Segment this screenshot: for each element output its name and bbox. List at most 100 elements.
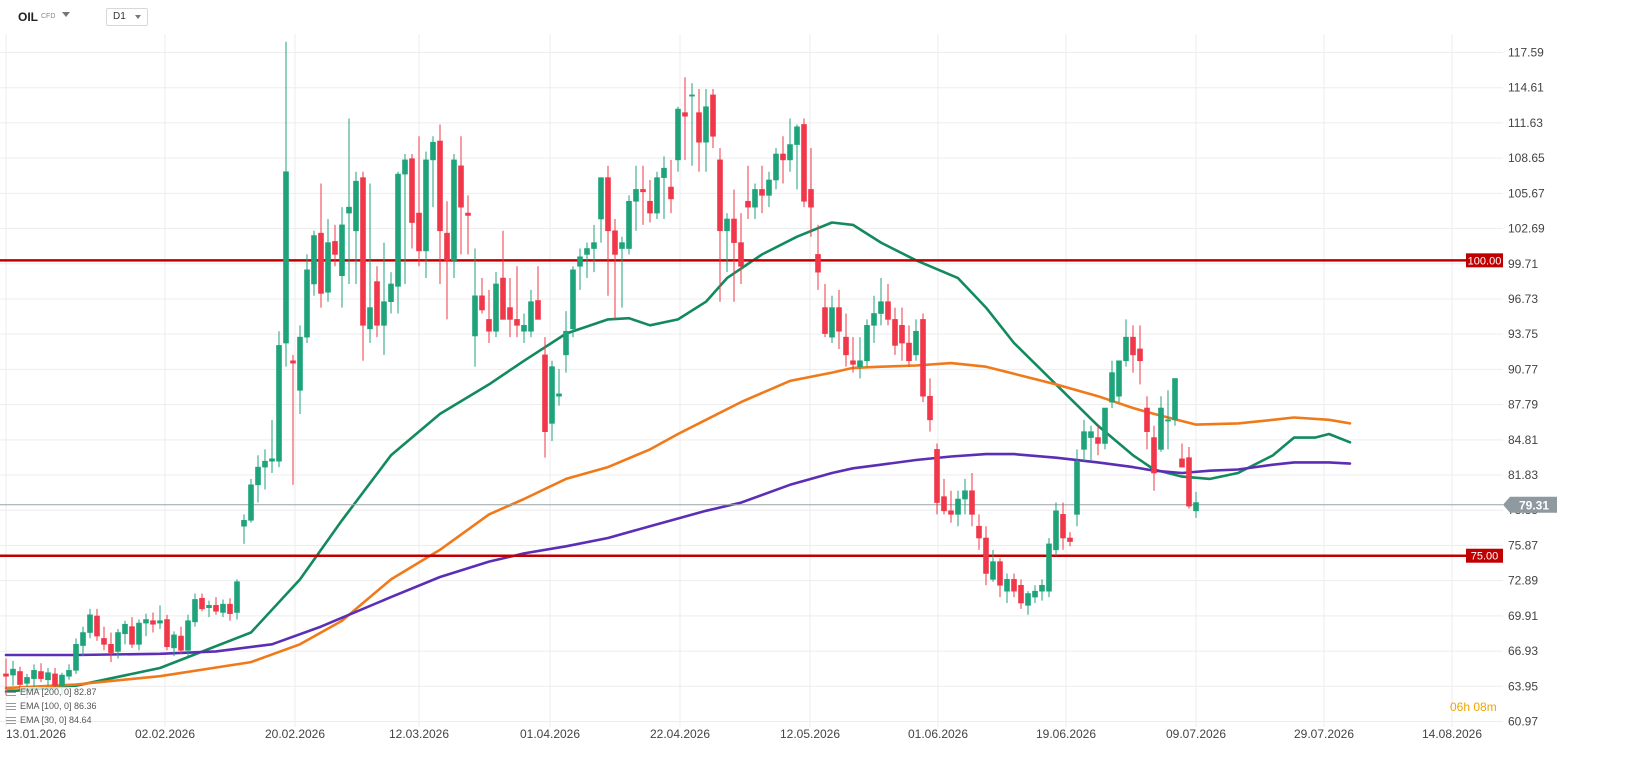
candle-body (990, 561, 996, 580)
candle-body (1186, 457, 1192, 507)
y-tick-label: 66.93 (1508, 644, 1538, 658)
bearish-candle (458, 136, 464, 255)
indicator-legend-ema200[interactable]: EMA [200, 0] 82.87 (6, 686, 97, 698)
indicator-label: EMA [100, 0] 86.36 (20, 701, 97, 711)
candle-body (80, 632, 86, 646)
candle-body (759, 189, 765, 196)
candle-body (570, 269, 576, 330)
candle-body (815, 254, 821, 273)
x-tick-label: 13.01.2026 (6, 727, 66, 741)
bullish-candle (1046, 538, 1052, 598)
candle-body (535, 300, 541, 320)
candle-body (780, 153, 786, 161)
bullish-candle (689, 83, 695, 166)
candle-body (633, 189, 639, 202)
y-tick-label: 63.95 (1508, 679, 1538, 693)
candle-body (997, 561, 1003, 586)
candle-body (437, 140, 443, 232)
candle-body (661, 167, 667, 178)
candle-body (185, 620, 191, 651)
candle-body (682, 112, 688, 117)
bearish-candle (612, 218, 618, 320)
bullish-candle (451, 153, 457, 279)
bullish-candle (619, 236, 625, 308)
candlesticks (3, 41, 1199, 698)
candle-body (598, 177, 604, 220)
bearish-candle (1067, 532, 1073, 547)
price-chart[interactable]: 117.59 114.61 111.63 108.65 105.67 102.69 99.7… (0, 0, 1560, 779)
bearish-candle (507, 278, 513, 338)
y-tick-label: 90.77 (1508, 362, 1538, 376)
candle-body (969, 490, 975, 515)
candle-body (101, 638, 107, 645)
menu-icon[interactable] (6, 716, 16, 725)
bullish-candle (626, 195, 632, 255)
candle-body (192, 599, 198, 623)
candle-body (171, 634, 177, 649)
y-tick-label: 75.87 (1508, 538, 1538, 552)
bearish-candle (808, 148, 814, 237)
candle-body (136, 622, 142, 645)
candle-body (654, 177, 660, 214)
bearish-candle (696, 89, 702, 172)
y-tick-label: 108.65 (1508, 151, 1545, 165)
bullish-candle (10, 660, 16, 686)
candle-body (1018, 584, 1024, 604)
bearish-candle (360, 171, 366, 361)
candle-body (1151, 437, 1157, 474)
y-tick-label: 93.75 (1508, 327, 1538, 341)
x-tick-label: 19.06.2026 (1036, 727, 1096, 741)
candle-body (738, 242, 744, 267)
candle-body (766, 179, 772, 196)
menu-icon[interactable] (6, 688, 16, 697)
price-tags: 100.00 75.00 79.31 (1466, 253, 1557, 563)
candle-body (31, 670, 37, 679)
bearish-candle (227, 598, 233, 621)
candle-body (822, 307, 828, 334)
indicator-legend-ema30[interactable]: EMA [30, 0] 84.64 (6, 714, 92, 726)
bearish-candle (836, 289, 842, 349)
bullish-candle (388, 272, 394, 314)
candle-body (479, 295, 485, 311)
candle-body (164, 619, 170, 648)
bearish-candle (717, 148, 723, 302)
timeframe-select[interactable]: D1 (106, 8, 148, 26)
bearish-candle (920, 313, 926, 403)
level-tag (1466, 253, 1503, 268)
candle-body (962, 490, 968, 500)
bullish-candle (269, 419, 275, 474)
bullish-candle (1123, 319, 1129, 367)
bearish-candle (1011, 573, 1017, 598)
candle-body (542, 354, 548, 432)
bullish-candle (31, 664, 37, 689)
candle-body (374, 281, 380, 326)
bearish-candle (101, 626, 107, 651)
time-axis: 13.01.2026 02.02.2026 20.02.2026 12.03.2026… (6, 727, 1482, 741)
candle-body (801, 124, 807, 202)
bearish-candle (500, 230, 506, 320)
bullish-candle (367, 183, 373, 344)
bullish-candle (185, 614, 191, 657)
x-tick-label: 29.07.2026 (1294, 727, 1354, 741)
candle-body (206, 605, 212, 609)
bullish-candle (381, 242, 387, 355)
symbol-type: CFD (41, 13, 56, 20)
candle-body (549, 366, 555, 424)
candle-body (689, 94, 695, 97)
y-tick-label: 60.97 (1508, 715, 1538, 729)
bearish-candle (822, 283, 828, 338)
candle-body (1032, 590, 1038, 598)
bullish-candle (794, 124, 800, 190)
indicator-legend-ema100[interactable]: EMA [100, 0] 86.36 (6, 700, 97, 712)
candle-body (395, 173, 401, 287)
candle-body (640, 189, 646, 193)
candle-body (906, 342, 912, 362)
menu-icon[interactable] (6, 702, 16, 711)
bearish-candle (969, 473, 975, 527)
symbol-name[interactable]: OIL (18, 10, 38, 24)
symbol-chevron-down-icon[interactable] (62, 12, 70, 17)
candle-body (1123, 336, 1129, 362)
bearish-candle (1186, 447, 1192, 509)
y-tick-label: 87.79 (1508, 398, 1538, 412)
bullish-candle (283, 41, 289, 367)
